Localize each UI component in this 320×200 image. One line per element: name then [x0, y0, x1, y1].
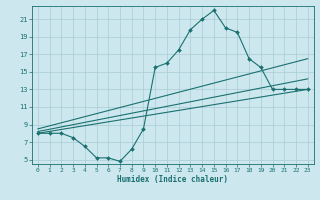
X-axis label: Humidex (Indice chaleur): Humidex (Indice chaleur) — [117, 175, 228, 184]
